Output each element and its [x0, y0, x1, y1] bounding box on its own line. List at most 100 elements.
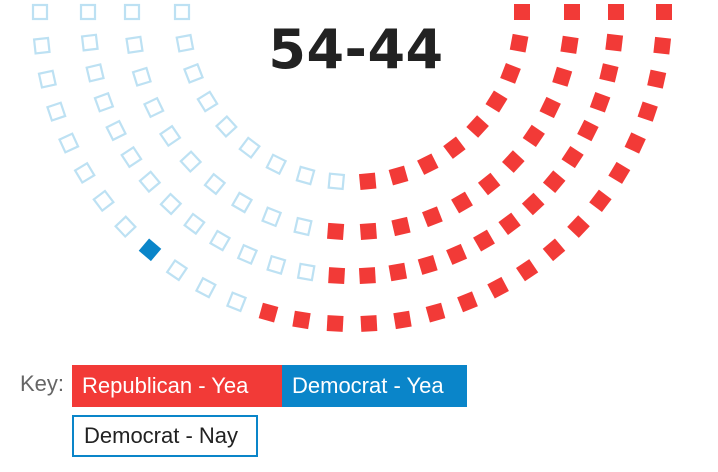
seat-republican-yea — [608, 161, 631, 184]
seat-democrat-nay — [225, 291, 248, 313]
seat-democrat-nay — [105, 119, 127, 142]
seat-democrat-nay — [238, 136, 261, 160]
seat-democrat-nay — [31, 3, 49, 21]
seat-democrat-nay — [230, 191, 254, 214]
seat-democrat-nay — [175, 33, 195, 53]
seat-democrat-nay — [165, 258, 189, 282]
seat-democrat-nay — [295, 165, 316, 186]
seat-democrat-nay — [214, 115, 238, 138]
legend-title: Key: — [20, 371, 65, 396]
seat-republican-yea — [358, 172, 377, 191]
seat-republican-yea — [542, 238, 566, 262]
seat-republican-yea — [599, 63, 619, 83]
seat-republican-yea — [589, 189, 612, 213]
seat-republican-yea — [539, 96, 561, 119]
seat-republican-yea — [552, 66, 573, 87]
seat-republican-yea — [656, 4, 672, 20]
seat-republican-yea — [637, 101, 658, 122]
seat-republican-yea — [608, 4, 624, 20]
seat-republican-yea — [466, 115, 489, 138]
seat-republican-yea — [514, 4, 530, 20]
seat-republican-yea — [417, 254, 438, 275]
seat-republican-yea — [446, 243, 468, 265]
seat-republican-yea — [425, 302, 446, 323]
seat-republican-yea — [515, 259, 539, 282]
legend-democrat-nay: Democrat - Nay — [72, 415, 258, 457]
seat-democrat-nay — [296, 262, 316, 282]
seat-democrat-nay — [196, 90, 219, 113]
seat-republican-yea — [393, 310, 412, 330]
seat-democrat-nay — [58, 132, 80, 154]
seat-democrat-nay — [266, 254, 287, 275]
seat-democrat-nay — [261, 206, 283, 228]
seat-republican-yea — [443, 136, 466, 159]
seat-democrat-yea — [138, 238, 162, 262]
seat-republican-yea — [605, 33, 624, 52]
seat-republican-yea — [327, 222, 345, 240]
seat-democrat-nay — [92, 189, 115, 213]
seat-republican-yea — [487, 276, 509, 299]
seat-republican-yea — [292, 310, 311, 330]
seat-democrat-nay — [208, 229, 232, 252]
seat-republican-yea — [258, 302, 279, 323]
seat-democrat-nay — [93, 91, 115, 113]
seat-democrat-nay — [80, 33, 99, 52]
seat-republican-yea — [647, 69, 667, 89]
seat-democrat-nay — [46, 101, 67, 122]
seat-democrat-nay — [159, 192, 183, 216]
seat-democrat-nay — [131, 66, 152, 87]
seat-republican-yea — [417, 153, 439, 175]
seat-republican-yea — [360, 315, 378, 332]
seat-republican-yea — [624, 132, 646, 154]
seat-republican-yea — [391, 216, 411, 237]
seat-democrat-nay — [179, 150, 203, 174]
seat-democrat-nay — [293, 216, 313, 237]
seat-republican-yea — [388, 262, 408, 282]
seat-democrat-nay — [183, 62, 204, 84]
seat-democrat-nay — [114, 215, 137, 239]
seat-republican-yea — [653, 36, 672, 55]
seat-republican-yea — [457, 291, 478, 313]
seat-republican-yea — [326, 315, 344, 332]
seat-democrat-nay — [79, 3, 97, 21]
seat-democrat-nay — [37, 69, 57, 89]
seat-republican-yea — [473, 229, 495, 252]
seat-republican-yea — [542, 170, 566, 193]
seat-democrat-nay — [73, 161, 96, 185]
seat-democrat-nay — [142, 96, 165, 119]
seat-republican-yea — [451, 191, 473, 214]
seat-republican-yea — [358, 267, 376, 285]
seat-republican-yea — [477, 172, 501, 196]
seat-democrat-nay — [32, 36, 51, 55]
seat-democrat-nay — [120, 145, 143, 169]
seat-democrat-nay — [203, 172, 227, 196]
seat-republican-yea — [522, 124, 545, 148]
seat-republican-yea — [422, 206, 443, 228]
seat-republican-yea — [589, 92, 611, 113]
legend-democrat-yea: Democrat - Yea — [282, 365, 467, 407]
seat-republican-yea — [388, 165, 409, 186]
seat-democrat-nay — [265, 153, 288, 176]
seat-democrat-nay — [138, 170, 162, 194]
vote-tally: 54-44 — [268, 18, 444, 81]
seat-democrat-nay — [125, 35, 144, 55]
seat-republican-yea — [501, 150, 525, 173]
seat-republican-yea — [328, 267, 346, 285]
seat-republican-yea — [485, 90, 508, 113]
seat-republican-yea — [359, 222, 377, 240]
seat-democrat-nay — [173, 3, 191, 21]
seat-republican-yea — [561, 146, 584, 169]
legend-republican-yea: Republican - Yea — [72, 365, 291, 407]
seat-republican-yea — [521, 192, 545, 216]
seat-democrat-nay — [158, 124, 182, 148]
seat-republican-yea — [564, 4, 580, 20]
seat-democrat-nay — [327, 172, 346, 191]
seat-republican-yea — [500, 63, 521, 84]
seat-republican-yea — [567, 215, 590, 238]
seat-democrat-nay — [194, 276, 217, 299]
seat-republican-yea — [498, 212, 521, 235]
seat-republican-yea — [509, 33, 529, 53]
seat-republican-yea — [560, 35, 579, 54]
seat-democrat-nay — [236, 243, 259, 266]
